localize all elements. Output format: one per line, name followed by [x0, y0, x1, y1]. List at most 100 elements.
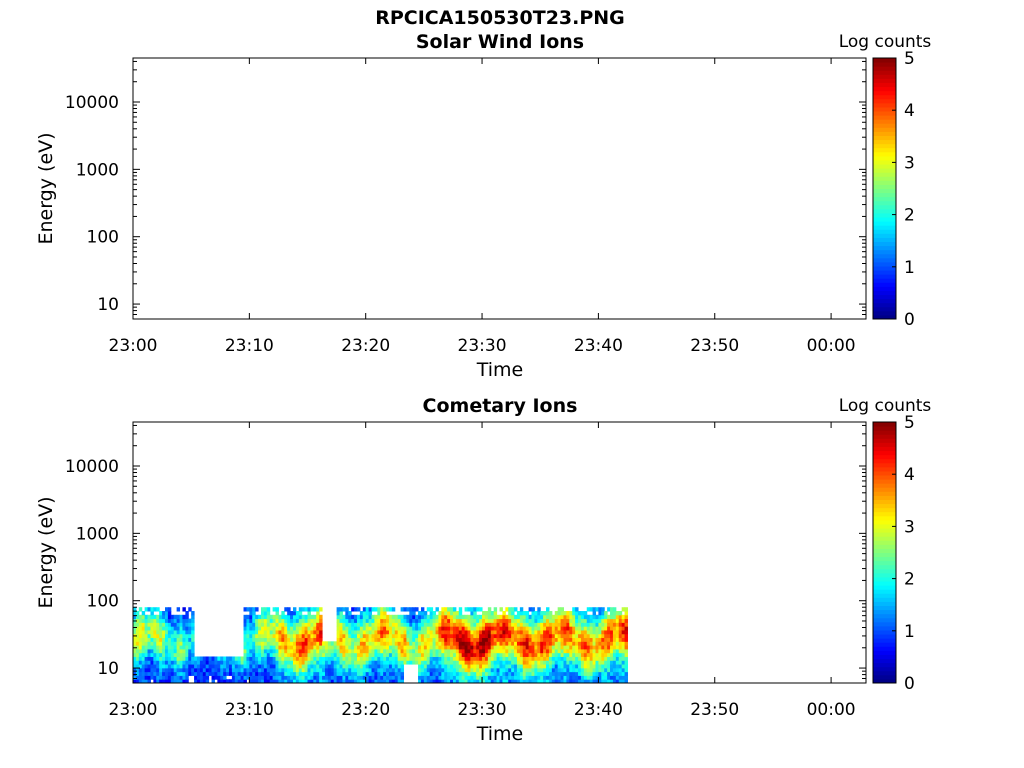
spectrogram-cell — [319, 626, 323, 631]
spectrogram-cell — [284, 629, 288, 635]
spectrogram-cell — [534, 611, 538, 616]
spectrogram-cell — [438, 667, 442, 673]
spectrogram-cell — [156, 645, 160, 650]
spectrogram-cell — [563, 622, 567, 627]
colorbar-step — [873, 147, 896, 153]
spectrogram-cell — [156, 626, 160, 631]
spectrogram-cell — [450, 618, 454, 623]
x-tick-label: 23:00 — [109, 700, 158, 720]
spectrogram-cell — [147, 641, 151, 646]
spectrogram-cell — [522, 645, 527, 650]
spectrogram-cell — [194, 671, 198, 676]
spectrogram-cell — [429, 652, 434, 657]
spectrogram-cell — [202, 656, 207, 661]
spectrogram-cell — [487, 660, 492, 665]
spectrogram-cell — [255, 648, 259, 654]
spectrogram-cell — [330, 664, 335, 669]
spectrogram-cell — [470, 637, 474, 642]
spectrogram-cell — [281, 641, 285, 646]
spectrogram-cell — [418, 641, 422, 646]
spectrogram-cell — [223, 671, 227, 676]
spectrogram-cell — [313, 645, 317, 650]
spectrogram-cell — [400, 679, 405, 684]
spectrogram-cell — [272, 633, 277, 639]
spectrogram-cell — [165, 648, 169, 654]
spectrogram-cell — [450, 656, 454, 661]
spectrogram-cell — [461, 671, 466, 676]
spectrogram-cell — [458, 611, 463, 616]
spectrogram-cell — [563, 637, 567, 642]
spectrogram-cell — [490, 645, 495, 650]
spectrogram-cell — [624, 660, 628, 665]
spectrogram-cell — [569, 614, 573, 620]
spectrogram-cell — [290, 618, 294, 623]
spectrogram-cell — [519, 645, 524, 650]
spectrogram-cell — [484, 629, 489, 635]
spectrogram-cell — [397, 626, 402, 631]
spectrogram-cell — [165, 618, 169, 623]
spectrogram-cell — [621, 614, 626, 620]
colorbar-step — [873, 458, 896, 464]
spectrogram-cell — [580, 671, 585, 676]
spectrogram-cell — [167, 633, 172, 639]
spectrogram-cell — [313, 679, 317, 684]
spectrogram-cell — [304, 675, 309, 680]
spectrogram-cell — [511, 622, 515, 627]
spectrogram-cell — [589, 629, 594, 635]
spectrogram-cell — [522, 679, 527, 684]
spectrogram-cell — [583, 622, 588, 627]
spectrogram-cell — [575, 679, 579, 684]
colorbar-step — [873, 605, 896, 611]
spectrogram-cell — [263, 660, 268, 665]
spectrogram-cell — [580, 633, 585, 639]
spectrogram-cell — [202, 675, 207, 680]
spectrogram-cell — [438, 614, 442, 620]
spectrogram-cell — [415, 641, 419, 646]
spectrogram-cell — [354, 648, 358, 654]
spectrogram-cell — [566, 675, 570, 680]
spectrogram-cell — [179, 626, 183, 631]
spectrogram-cell — [176, 629, 181, 635]
colorbar-step — [873, 491, 896, 496]
spectrogram-cell — [473, 614, 477, 620]
spectrogram-cell — [133, 637, 137, 642]
spectrogram-cell — [348, 667, 352, 673]
spectrogram-cell — [400, 660, 405, 665]
spectrogram-cell — [551, 645, 556, 650]
spectrogram-cell — [281, 660, 285, 665]
spectrogram-cell — [153, 675, 157, 680]
spectrogram-cell — [191, 633, 195, 639]
spectrogram-cell — [601, 607, 605, 612]
spectrogram-cell — [362, 637, 367, 642]
spectrogram-cell — [583, 637, 588, 642]
spectrogram-cell — [615, 652, 620, 657]
spectrogram-cell — [199, 660, 204, 665]
spectrogram-cell — [330, 667, 335, 673]
spectrogram-cell — [499, 641, 503, 646]
spectrogram-cell — [391, 629, 396, 635]
spectrogram-cell — [162, 626, 166, 631]
spectrogram-cell — [159, 660, 163, 665]
spectrogram-cell — [455, 660, 460, 665]
spectrogram-cell — [141, 622, 146, 627]
spectrogram-cell — [418, 622, 422, 627]
colorbar-step — [873, 609, 896, 615]
spectrogram-cell — [595, 637, 599, 642]
spectrogram-cell — [525, 626, 530, 631]
spectrogram-cell — [263, 629, 268, 635]
spectrogram-cell — [575, 656, 579, 661]
spectrogram-cell — [621, 629, 626, 635]
spectrogram-cell — [394, 660, 399, 665]
colorbar-tick-label: 3 — [904, 517, 915, 537]
spectrogram-cell — [578, 641, 582, 646]
spectrogram-cell — [516, 622, 521, 627]
spectrogram-cell — [554, 664, 559, 669]
spectrogram-cell — [150, 664, 154, 669]
spectrogram-cell — [298, 648, 303, 654]
colorbar-step — [873, 164, 896, 169]
spectrogram-cell — [505, 660, 509, 665]
spectrogram-cell — [354, 633, 358, 639]
spectrogram-cell — [461, 626, 466, 631]
spectrogram-cell — [473, 629, 477, 635]
